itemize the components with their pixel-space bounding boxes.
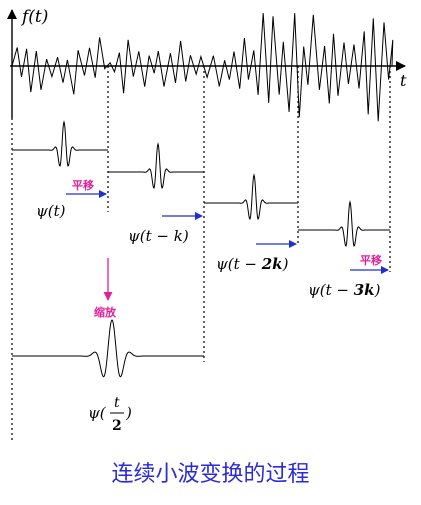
svg-text:): ) (125, 404, 132, 422)
wavelet-psi-t-minus-2k (204, 173, 298, 220)
signal-waveform (11, 13, 394, 122)
wavelet-psi-t (12, 120, 108, 167)
svg-text:t: t (114, 395, 120, 411)
svg-text:2: 2 (112, 418, 122, 434)
wavelet-psi-t-minus-3k (298, 200, 390, 247)
svg-text:ψ(: ψ( (88, 404, 107, 422)
wavelet-label-3: ψ(t − 3k) (308, 281, 381, 299)
shift-label-2: 平移 (360, 253, 382, 267)
wavelet-psi-t-over-2 (12, 319, 204, 378)
caption: 连续小波变换的过程 (111, 462, 310, 487)
time-axis-label: t (400, 71, 407, 90)
wavelet-label-2: ψ(t − 2k) (216, 255, 289, 273)
scale-label: 缩放 (94, 305, 117, 319)
shift-label-1: 平移 (72, 178, 94, 192)
wavelet-label-scaled: ψ( t 2 ) (88, 395, 132, 434)
wavelet-psi-t-minus-k (108, 142, 204, 189)
wavelet-label-1: ψ(t − k) (128, 227, 189, 245)
fn-label: f(t) (20, 7, 48, 27)
wavelet-label-0: ψ(t) (36, 202, 66, 220)
